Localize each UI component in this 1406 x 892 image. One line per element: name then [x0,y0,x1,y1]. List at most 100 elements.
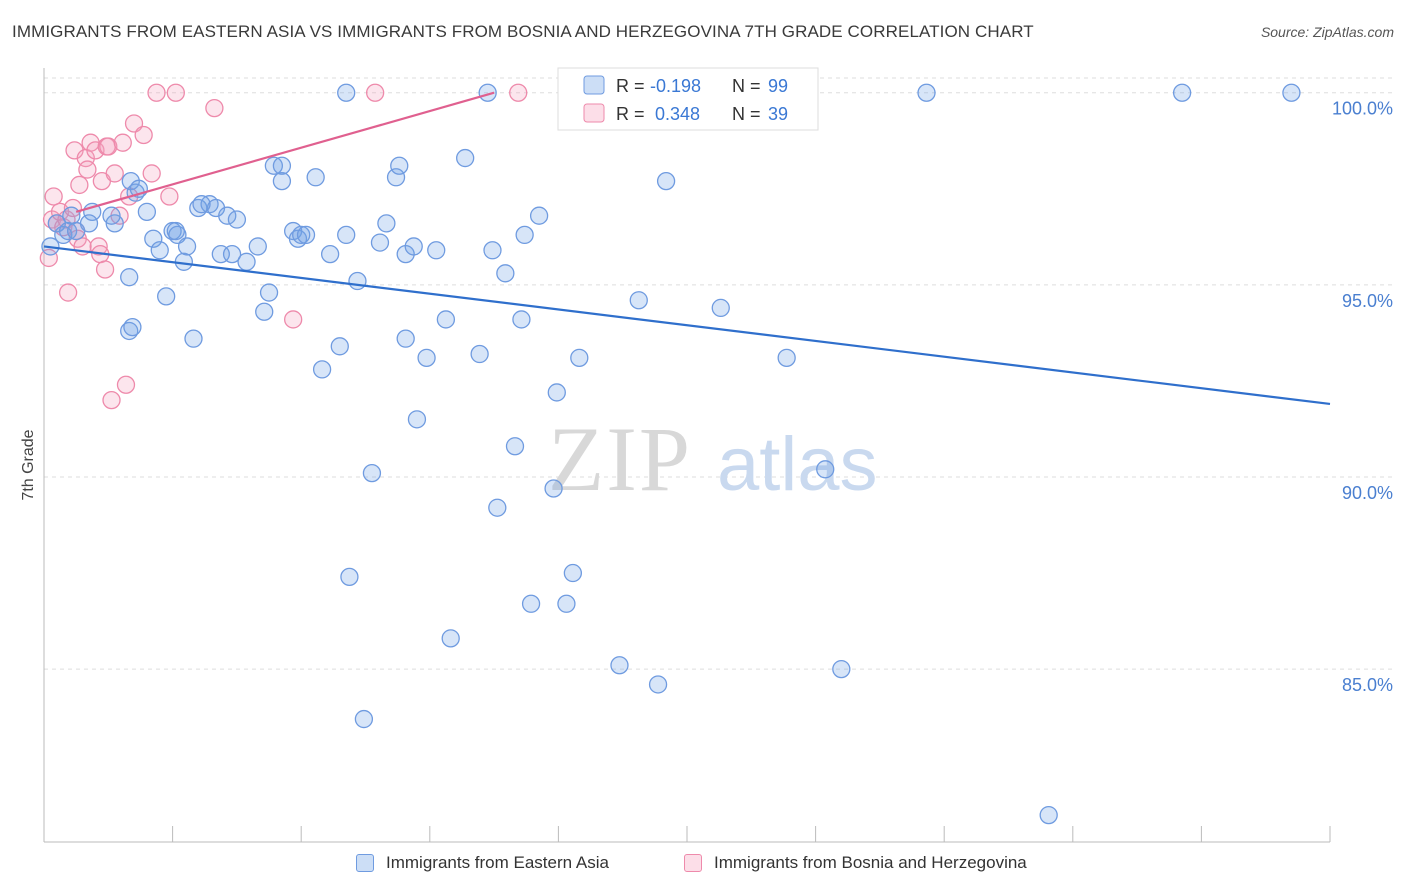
eastern-asia-point-64 [456,148,475,168]
eastern-asia-point-47 [337,225,356,245]
bosnia-point-23 [99,137,118,156]
eastern-asia-point-10 [120,268,139,287]
eastern-asia-point-82 [648,675,668,694]
eastern-asia-point-89 [917,83,936,102]
watermark-zip: ZIP [548,408,692,510]
eastern-asia-point-75 [544,479,563,498]
eastern-asia-point-19 [157,287,176,306]
eastern-asia-point-69 [496,264,515,283]
legend-r-value-blue: -0.198 [650,76,701,96]
bottom-legend-label-bosnia: Immigrants from Bosnia and Herzegovina [714,853,1027,872]
eastern-asia-point-57 [396,329,415,348]
eastern-asia-point-55 [390,156,409,175]
bosnia-point-18 [89,237,108,256]
legend-frame [557,67,819,131]
legend-r-value-pink: 0.348 [655,104,700,124]
bosnia-point-37 [284,310,303,329]
eastern-asia-point-60 [417,348,436,368]
eastern-asia-point-68 [488,498,507,517]
eastern-asia-point-50 [348,271,367,291]
eastern-asia-point-65 [470,344,489,364]
eastern-asia-point-23 [177,237,197,256]
eastern-asia-point-14 [123,317,142,337]
eastern-asia-point-43 [306,168,325,187]
watermark-atlas: atlas [717,422,878,507]
y-tick-label-2: 90.0% [1342,483,1393,503]
bosnia-point-15 [78,160,97,179]
chart-title: IMMIGRANTS FROM EASTERN ASIA VS IMMIGRAN… [12,22,1034,41]
eastern-asia-point-74 [529,206,549,225]
eastern-asia-point-63 [441,629,460,648]
series-bosnia-points [39,83,528,410]
bosnia-point-36 [205,98,224,118]
bottom-legend-item-eastern-asia: Immigrants from Eastern Asia [356,853,609,873]
eastern-asia-point-62 [436,310,456,329]
bosnia-point-25 [105,164,124,183]
eastern-asia-point-38 [272,171,292,191]
eastern-asia-point-97 [192,195,211,214]
eastern-asia-point-61 [427,241,446,260]
bottom-legend-swatch-pink [684,854,702,872]
eastern-asia-point-7 [79,214,99,233]
bosnia-point-38 [365,83,385,102]
eastern-asia-point-45 [320,244,340,264]
eastern-asia-point-87 [816,460,835,479]
eastern-asia-point-31 [227,210,247,229]
eastern-asia-point-32 [237,252,256,271]
eastern-asia-point-54 [386,168,406,187]
eastern-asia-point-44 [312,360,332,379]
legend-swatch-pink [583,103,605,123]
bosnia-point-39 [509,83,528,102]
y-tick-label-3: 85.0% [1342,675,1393,695]
eastern-asia-point-92 [1282,83,1301,102]
legend-r-label-blue: R = [616,76,645,96]
legend-n-label-blue: N = [732,76,761,96]
eastern-asia-point-53 [377,214,396,233]
eastern-asia-point-81 [629,291,648,310]
bottom-legend-swatch-blue [356,854,374,872]
legend-n-label-pink: N = [732,104,761,124]
eastern-asia-point-73 [521,594,541,613]
eastern-asia-point-78 [563,563,583,583]
eastern-asia-point-52 [370,233,390,252]
bosnia-point-35 [166,83,185,102]
y-tick-label-1: 95.0% [1342,291,1393,311]
bosnia-point-21 [95,260,115,279]
eastern-asia-point-33 [248,237,267,256]
eastern-asia-point-51 [362,463,382,483]
bosnia-point-12 [70,175,89,195]
eastern-asia-point-79 [570,348,589,368]
eastern-asia-point-90 [1039,805,1058,825]
eastern-asia-point-86 [777,348,796,368]
eastern-asia-point-88 [832,659,851,679]
bosnia-point-33 [147,83,166,102]
eastern-asia-point-59 [407,410,427,429]
bosnia-point-2 [44,187,63,206]
eastern-asia-trend-line [43,245,1331,406]
bosnia-point-27 [113,133,132,152]
eastern-asia-point-30 [222,244,242,264]
eastern-asia-point-46 [330,337,349,356]
legend-n-value-blue: 99 [768,76,788,96]
bosnia-point-34 [160,187,179,206]
legend-n-value-pink: 39 [768,104,788,124]
eastern-asia-point-41 [292,225,311,245]
eastern-asia-point-29 [218,206,237,225]
eastern-asia-point-17 [144,229,163,248]
bottom-legend-item-bosnia: Immigrants from Bosnia and Herzegovina [684,853,1027,873]
eastern-asia-point-98 [166,221,185,241]
eastern-asia-point-37 [272,156,292,175]
eastern-asia-point-84 [711,298,730,318]
axes: 100.0%95.0%90.0%85.0%0.0%80.0% [43,68,1393,843]
eastern-asia-point-80 [610,656,629,675]
eastern-asia-point-66 [478,83,497,102]
y-tick-label-0: 100.0% [1332,99,1393,119]
bosnia-point-24 [102,390,121,410]
bosnia-point-7 [58,283,78,302]
eastern-asia-point-16 [137,202,157,222]
legend-swatch-blue [583,75,605,95]
bosnia-point-0 [39,248,58,268]
eastern-asia-point-93 [354,709,374,729]
eastern-asia-point-76 [547,383,566,402]
eastern-asia-point-83 [656,171,676,191]
